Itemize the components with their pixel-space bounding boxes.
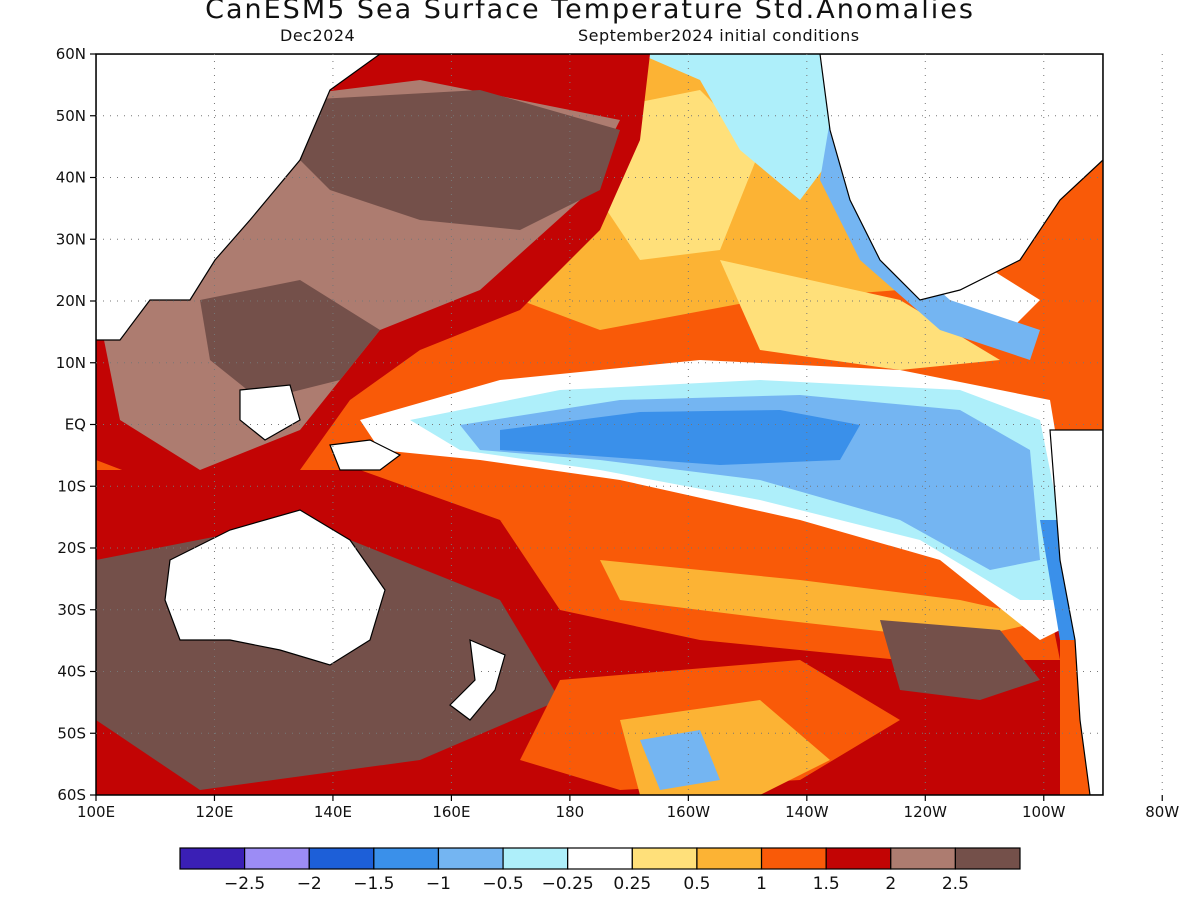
colorbar-swatch <box>373 847 440 870</box>
anomaly-field <box>96 54 1103 795</box>
lat-label: 50N <box>56 107 86 125</box>
lon-label: 160W <box>667 803 711 821</box>
colorbar-swatch <box>631 847 698 870</box>
map-title: CanESM5 Sea Surface Temperature Std.Anom… <box>205 0 975 25</box>
colorbar-swatch <box>890 847 956 870</box>
lon-label: 140E <box>314 803 352 821</box>
lon-label: 100W <box>1022 803 1066 821</box>
lon-label: 140W <box>785 803 829 821</box>
lon-label: 160E <box>432 803 470 821</box>
lon-label: 120E <box>195 803 233 821</box>
colorbar-label: −1.5 <box>353 874 394 894</box>
colorbar-label: 0.5 <box>683 874 710 894</box>
colorbar-label: −2.5 <box>224 874 265 894</box>
colorbar-label: 2.5 <box>942 874 969 894</box>
latitude-axis: 60N 50N 40N 30N 20N 10N EQ 10S 20S 30S 40S 50S 60S <box>56 45 96 804</box>
lat-label: 10N <box>56 354 86 372</box>
lat-label: 30S <box>57 601 86 619</box>
colorbar-swatch <box>760 847 827 870</box>
colorbar-label: −0.5 <box>482 874 523 894</box>
colorbar-label: −0.25 <box>542 874 594 894</box>
colorbar: −2.5 −2 −1.5 −1 −0.5 −0.25 0.25 0.5 1 1.5 2 2.5 <box>179 847 1021 894</box>
colorbar-swatch <box>179 847 246 870</box>
lat-label: 60S <box>57 786 86 804</box>
lon-label: 80W <box>1145 803 1179 821</box>
colorbar-swatch <box>567 847 633 870</box>
colorbar-swatch <box>954 847 1021 870</box>
lat-label: 20N <box>56 292 86 310</box>
initial-conditions: September2024 initial conditions <box>578 26 860 45</box>
colorbar-label: 2 <box>885 874 896 894</box>
colorbar-label: −2 <box>297 874 322 894</box>
colorbar-label: 0.25 <box>613 874 651 894</box>
lon-label: 100E <box>77 803 115 821</box>
lat-label: 40S <box>57 663 86 681</box>
land-layer <box>96 54 1103 795</box>
colorbar-swatch <box>825 847 892 870</box>
longitude-axis: 100E 120E 140E 160E 180 160W 140W 120W 100W 80W <box>77 795 1179 821</box>
lat-label: 20S <box>57 539 86 557</box>
forecast-month: Dec2024 <box>280 26 356 45</box>
colorbar-swatch <box>308 847 375 870</box>
lat-label: 60N <box>56 45 86 63</box>
colorbar-swatch <box>502 847 569 870</box>
colorbar-label: 1.5 <box>813 874 840 894</box>
colorbar-swatch <box>696 847 763 870</box>
lat-label: 40N <box>56 169 86 187</box>
colorbar-label: 1 <box>756 874 767 894</box>
lon-label: 180 <box>556 803 585 821</box>
lat-label: 30N <box>56 230 86 248</box>
colorbar-swatch <box>437 847 504 870</box>
colorbar-swatch <box>244 847 310 870</box>
lat-label: 10S <box>57 477 86 495</box>
lon-label: 120W <box>904 803 948 821</box>
lat-label: 50S <box>57 724 86 742</box>
colorbar-label: −1 <box>426 874 451 894</box>
lat-label: EQ <box>65 416 86 434</box>
